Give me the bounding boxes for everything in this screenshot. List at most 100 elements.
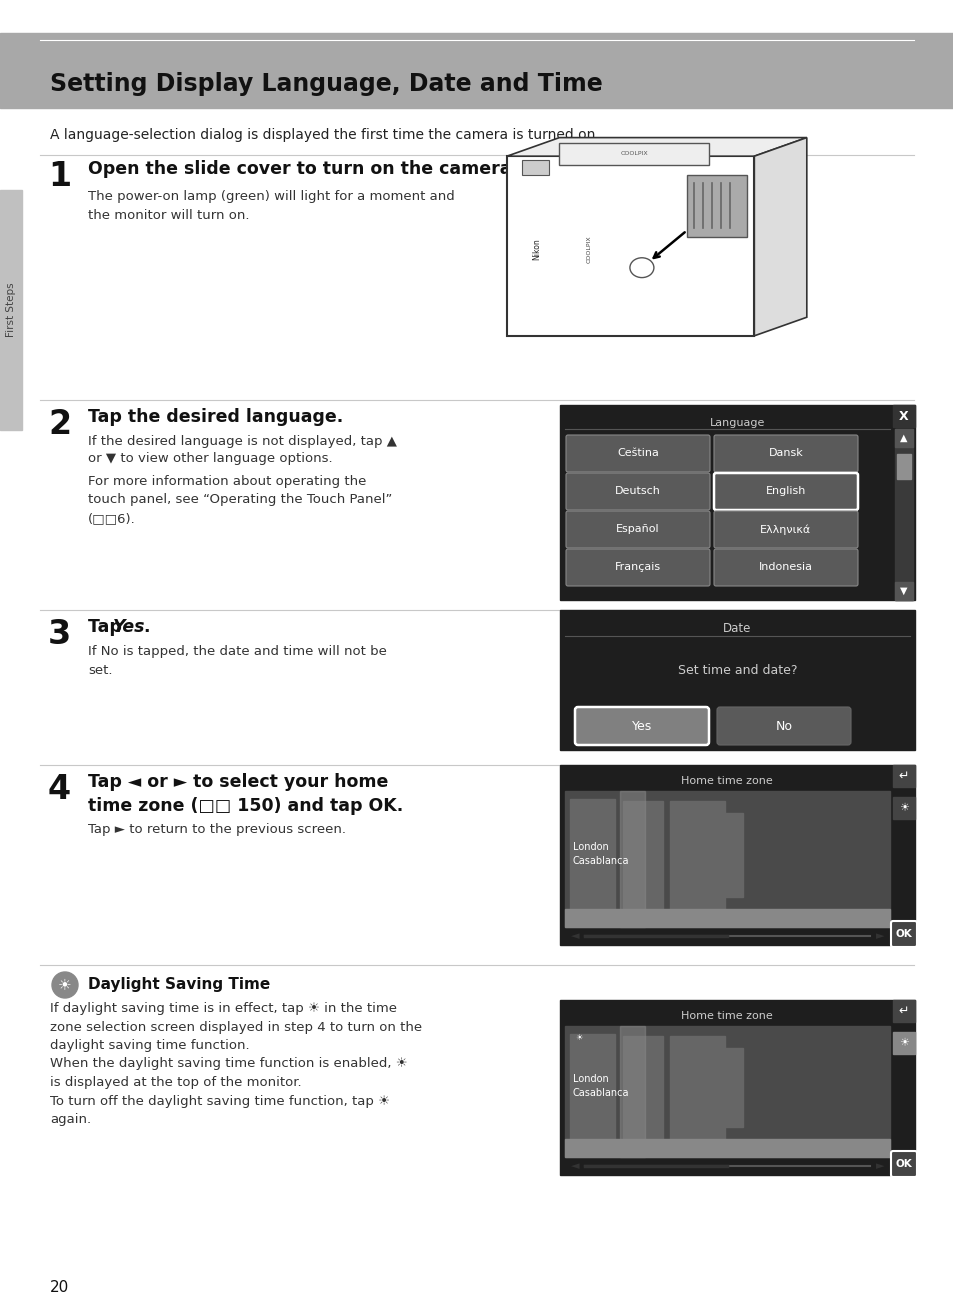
Bar [564, 909, 889, 926]
Text: Home time zone: Home time zone [679, 777, 772, 786]
FancyBboxPatch shape [890, 1151, 916, 1177]
Bar [894, 582, 912, 600]
Text: ☀: ☀ [575, 1034, 582, 1042]
Bar [622, 802, 662, 912]
Text: ↵: ↵ [898, 1004, 908, 1017]
Bar [569, 1034, 615, 1148]
Bar [892, 1031, 914, 1054]
Text: Setting Display Language, Date and Time: Setting Display Language, Date and Time [50, 72, 602, 96]
Text: If the desired language is not displayed, tap ▲: If the desired language is not displayed… [88, 435, 396, 448]
Text: If daylight saving time is in effect, tap ☀ in the time
zone selection screen di: If daylight saving time is in effect, ta… [50, 1003, 421, 1126]
Bar [559, 1000, 914, 1175]
Text: .: . [143, 618, 150, 636]
Bar [0, 33, 953, 108]
Bar [892, 798, 914, 819]
Text: First Steps: First Steps [6, 283, 16, 338]
Bar [619, 1026, 644, 1158]
Text: For more information about operating the
touch panel, see “Operating the Touch P: For more information about operating the… [88, 474, 392, 526]
FancyBboxPatch shape [565, 549, 709, 586]
Text: OK: OK [895, 1159, 911, 1169]
Text: Open the slide cover to turn on the camera.: Open the slide cover to turn on the came… [88, 160, 517, 177]
Text: Français: Français [615, 562, 660, 573]
Polygon shape [506, 138, 806, 156]
Bar [0, 191, 22, 430]
Bar [712, 813, 742, 897]
Text: COOLPIX: COOLPIX [586, 235, 591, 263]
FancyBboxPatch shape [713, 435, 857, 472]
Bar [896, 455, 910, 480]
Text: ◄: ◄ [571, 932, 578, 941]
Bar [521, 160, 548, 175]
Text: Date: Date [722, 622, 751, 635]
Text: 20: 20 [50, 1280, 70, 1296]
Bar [712, 1049, 742, 1127]
Bar [669, 802, 724, 915]
Text: Indonesia: Indonesia [759, 562, 812, 573]
Bar [559, 765, 914, 945]
Text: ◄: ◄ [571, 1162, 578, 1171]
Text: London
Casablanca: London Casablanca [573, 1074, 629, 1099]
FancyBboxPatch shape [713, 473, 857, 510]
Text: COOLPIX: COOLPIX [620, 151, 647, 156]
Text: Home time zone: Home time zone [679, 1010, 772, 1021]
Text: English: English [765, 486, 805, 497]
Text: Language: Language [709, 418, 764, 428]
Text: London
Casablanca: London Casablanca [573, 842, 629, 866]
Text: ▲: ▲ [900, 434, 907, 443]
Text: ↵: ↵ [898, 770, 908, 783]
Text: Tap ► to return to the previous screen.: Tap ► to return to the previous screen. [88, 823, 346, 836]
Bar [564, 1026, 889, 1158]
Text: or ▼ to view other language options.: or ▼ to view other language options. [88, 452, 333, 465]
Text: 2: 2 [48, 409, 71, 442]
Bar [686, 175, 746, 237]
Bar [564, 791, 889, 926]
FancyBboxPatch shape [565, 435, 709, 472]
Text: 1: 1 [48, 160, 71, 193]
FancyBboxPatch shape [565, 511, 709, 548]
Text: Tap the desired language.: Tap the desired language. [88, 409, 343, 426]
Bar [558, 142, 709, 164]
Text: ☀: ☀ [58, 978, 71, 992]
Text: Ελληνικά: Ελληνικά [760, 524, 811, 535]
Text: Daylight Saving Time: Daylight Saving Time [88, 978, 270, 992]
Text: 4: 4 [48, 773, 71, 805]
Bar [892, 405, 914, 427]
Bar [669, 1035, 724, 1144]
Text: Yes: Yes [631, 720, 652, 732]
Bar [894, 428, 912, 447]
Text: The power-on lamp (green) will light for a moment and
the monitor will turn on.: The power-on lamp (green) will light for… [88, 191, 455, 222]
Text: Ceština: Ceština [617, 448, 659, 459]
Text: ►: ► [875, 1162, 883, 1171]
Text: Nikon: Nikon [532, 238, 541, 260]
Text: ☀: ☀ [898, 1038, 908, 1049]
Bar [622, 1035, 662, 1142]
Bar [559, 405, 914, 600]
Text: Deutsch: Deutsch [615, 486, 660, 497]
FancyBboxPatch shape [713, 511, 857, 548]
Text: Español: Español [616, 524, 659, 535]
Text: A language-selection dialog is displayed the first time the camera is turned on.: A language-selection dialog is displayed… [50, 127, 599, 142]
Text: 3: 3 [48, 618, 71, 650]
Bar [619, 791, 644, 926]
Text: If No is tapped, the date and time will not be
set.: If No is tapped, the date and time will … [88, 645, 387, 677]
Bar [894, 428, 912, 600]
Text: ▼: ▼ [900, 586, 907, 597]
Polygon shape [754, 138, 806, 336]
Circle shape [629, 258, 653, 277]
Circle shape [52, 972, 78, 999]
Text: OK: OK [895, 929, 911, 940]
Bar [569, 799, 615, 918]
Text: Dansk: Dansk [768, 448, 802, 459]
FancyBboxPatch shape [717, 707, 850, 745]
Text: Set time and date?: Set time and date? [677, 664, 797, 677]
Bar [892, 765, 914, 787]
Text: X: X [899, 410, 908, 423]
Bar [564, 1139, 889, 1158]
FancyBboxPatch shape [713, 549, 857, 586]
Text: ☀: ☀ [898, 803, 908, 813]
Text: Tap ◄ or ► to select your home
time zone (□□ 150) and tap OK.: Tap ◄ or ► to select your home time zone… [88, 773, 403, 815]
Bar [892, 1000, 914, 1022]
Text: Yes: Yes [112, 618, 146, 636]
FancyBboxPatch shape [890, 921, 916, 947]
FancyBboxPatch shape [565, 473, 709, 510]
